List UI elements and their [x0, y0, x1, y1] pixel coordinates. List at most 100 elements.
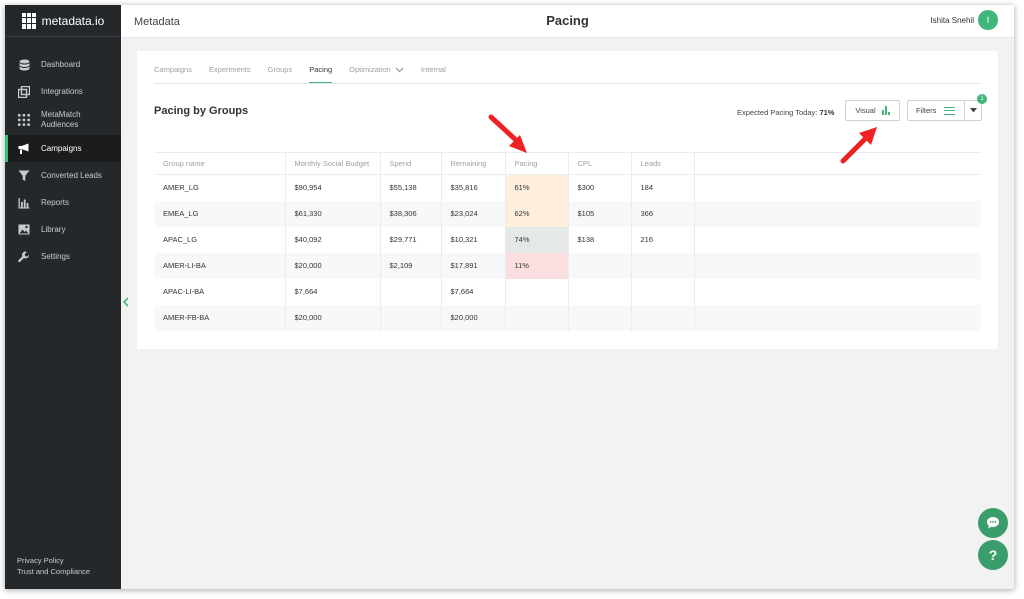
- cell-group-name: AMER-FB-BA: [154, 304, 286, 331]
- cell-filler: [694, 252, 981, 279]
- sidebar-item-label: Library: [41, 225, 66, 234]
- sidebar-item-label: MetaMatch Audiences: [41, 110, 81, 129]
- filters-dropdown-toggle[interactable]: [964, 101, 981, 120]
- pacing-card: Campaigns Experiments Groups Pacing Opti…: [137, 51, 998, 349]
- tab-optimization[interactable]: Optimization: [349, 65, 404, 83]
- trust-compliance-link[interactable]: Trust and Compliance: [17, 567, 91, 576]
- caret-down-icon: [969, 108, 977, 113]
- filters-label: Filters: [916, 106, 937, 115]
- cell-remaining: $17,891: [441, 252, 506, 279]
- sidebar-item-library[interactable]: Library: [5, 216, 121, 243]
- column-header-cpl[interactable]: CPL: [568, 152, 632, 175]
- visual-button-label: Visual: [855, 106, 876, 115]
- sidebar-item-reports[interactable]: Reports: [5, 189, 121, 216]
- cell-filler: [694, 227, 981, 253]
- sidebar-item-label: Converted Leads: [41, 171, 102, 180]
- column-header-filler: [694, 152, 981, 175]
- cell-filler: [694, 304, 981, 331]
- column-header-spend[interactable]: Spend: [380, 152, 442, 175]
- tab-internal[interactable]: Internal: [421, 65, 446, 83]
- table-header-row: Group name Monthly Social Budget Spend R…: [154, 152, 981, 175]
- table-row[interactable]: APAC_LG $40,092 $29,771 $10,321 74% $138…: [154, 226, 981, 253]
- chat-button[interactable]: [978, 508, 1008, 538]
- bar-chart-icon: [881, 106, 890, 115]
- tab-bar: Campaigns Experiments Groups Pacing Opti…: [154, 51, 981, 84]
- bar-chart-icon: [17, 196, 31, 210]
- filters-main[interactable]: Filters: [908, 106, 964, 115]
- cell-group-name: APAC_LG: [154, 226, 286, 253]
- logo-grid-icon: [21, 12, 38, 29]
- cell-group-name: AMER-LI-BA: [154, 252, 286, 279]
- tab-label: Internal: [420, 65, 446, 74]
- table-row[interactable]: APAC-LI-BA $7,664 $7,664: [154, 278, 981, 305]
- sidebar-item-settings[interactable]: Settings: [5, 243, 121, 270]
- cell-remaining: $7,664: [441, 278, 506, 305]
- cell-leads: 184: [631, 174, 695, 201]
- sliders-icon: [944, 106, 956, 115]
- tab-pacing[interactable]: Pacing: [309, 65, 333, 83]
- breadcrumb[interactable]: Metadata: [134, 16, 180, 28]
- collapse-sidebar-chevron-icon[interactable]: [122, 297, 129, 310]
- cell-remaining: $35,816: [441, 174, 506, 201]
- table-row[interactable]: AMER-FB-BA $20,000 $20,000: [154, 304, 981, 331]
- cell-spend: $2,109: [380, 252, 442, 279]
- column-header-pacing[interactable]: Pacing: [505, 152, 569, 175]
- help-button[interactable]: ?: [978, 540, 1008, 570]
- cell-pacing: 61%: [505, 174, 569, 201]
- tab-experiments[interactable]: Experiments: [209, 65, 251, 83]
- cell-group-name: EMEA_LG: [154, 200, 286, 227]
- sidebar-item-label: Dashboard: [41, 60, 81, 69]
- sidebar-item-converted-leads[interactable]: Converted Leads: [5, 162, 121, 189]
- cell-pacing: 11%: [505, 252, 569, 279]
- cell-spend: $38,306: [380, 200, 442, 227]
- cell-leads: [631, 304, 695, 331]
- sidebar-item-campaigns[interactable]: Campaigns: [5, 135, 121, 162]
- expected-pacing-label: Expected Pacing Today:: [737, 108, 818, 117]
- table-row[interactable]: AMER_LG $90,954 $55,138 $35,816 61% $300…: [154, 174, 981, 201]
- cell-budget: $20,000: [285, 304, 381, 331]
- section-title: Pacing by Groups: [154, 105, 249, 117]
- wrench-icon: [17, 250, 31, 264]
- tab-label: Campaigns: [154, 65, 192, 74]
- cell-filler: [694, 175, 981, 201]
- cell-pacing: 74%: [505, 226, 569, 253]
- sidebar-item-label: Reports: [41, 198, 70, 207]
- cell-remaining: $20,000: [441, 304, 506, 331]
- column-header-remaining[interactable]: Remaining: [441, 152, 506, 175]
- page-title: Pacing: [546, 13, 589, 28]
- integrations-icon: [17, 85, 31, 99]
- cell-cpl: [568, 304, 632, 331]
- tab-groups[interactable]: Groups: [268, 65, 293, 83]
- visual-button[interactable]: Visual: [845, 100, 900, 121]
- column-header-group-name[interactable]: Group name: [154, 152, 286, 175]
- sidebar-item-label: Integrations: [41, 87, 83, 96]
- tab-campaigns[interactable]: Campaigns: [154, 65, 192, 83]
- filters-button[interactable]: Filters: [907, 100, 982, 121]
- sidebar: metadata.io Dashboard Integrations MetaM…: [5, 5, 121, 589]
- cell-filler: [694, 279, 981, 305]
- sidebar-item-integrations[interactable]: Integrations: [5, 78, 121, 105]
- sidebar-item-metamatch-audiences[interactable]: MetaMatch Audiences: [5, 105, 121, 135]
- logo[interactable]: metadata.io: [5, 5, 121, 37]
- cell-budget: $20,000: [285, 252, 381, 279]
- table-row[interactable]: EMEA_LG $61,330 $38,306 $23,024 62% $105…: [154, 200, 981, 227]
- cell-group-name: AMER_LG: [154, 174, 286, 201]
- table-row[interactable]: AMER-LI-BA $20,000 $2,109 $17,891 11%: [154, 252, 981, 279]
- cell-leads: [631, 278, 695, 305]
- privacy-policy-link[interactable]: Privacy Policy: [17, 556, 64, 565]
- cell-spend: $55,138: [380, 174, 442, 201]
- avatar[interactable]: I: [978, 10, 998, 30]
- cell-cpl: $300: [568, 174, 632, 201]
- logo-text: metadata.io: [41, 13, 105, 28]
- cell-filler: [694, 200, 981, 227]
- audiences-icon: [17, 113, 31, 127]
- cell-cpl: $105: [568, 200, 632, 227]
- cell-cpl: [568, 278, 632, 305]
- sidebar-item-label: Settings: [41, 252, 70, 261]
- column-header-leads[interactable]: Leads: [631, 152, 695, 175]
- sidebar-item-dashboard[interactable]: Dashboard: [5, 51, 121, 78]
- column-header-budget[interactable]: Monthly Social Budget: [285, 152, 381, 175]
- cell-leads: 216: [631, 226, 695, 253]
- user-name[interactable]: Ishita Snehil: [930, 16, 974, 25]
- sidebar-footer: Privacy Policy Trust and Compliance: [17, 555, 90, 577]
